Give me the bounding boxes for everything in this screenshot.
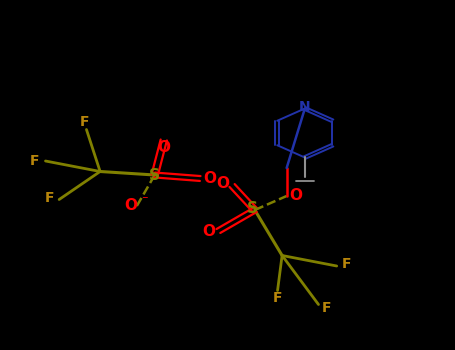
Text: F: F — [80, 115, 89, 129]
Text: F: F — [342, 257, 351, 271]
Text: F: F — [322, 301, 331, 315]
Text: ⁻: ⁻ — [142, 194, 148, 207]
Text: O: O — [202, 224, 215, 238]
Text: O: O — [217, 176, 229, 191]
Text: F: F — [273, 290, 282, 304]
Text: O: O — [289, 189, 302, 203]
Text: N: N — [299, 100, 311, 114]
Text: S: S — [149, 168, 160, 182]
Text: F: F — [30, 154, 39, 168]
Text: O: O — [125, 198, 137, 213]
Text: S: S — [247, 201, 258, 216]
Text: O: O — [157, 140, 170, 155]
Text: O: O — [204, 171, 217, 186]
Text: F: F — [45, 191, 54, 205]
